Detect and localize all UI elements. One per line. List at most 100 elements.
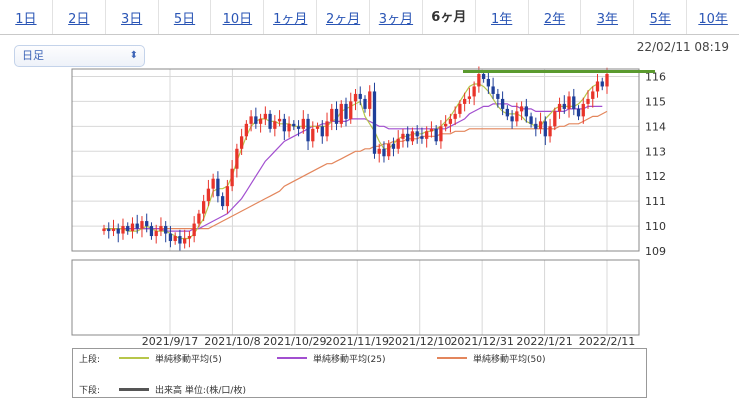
candle-body bbox=[211, 178, 215, 189]
tab-0[interactable]: 1日 bbox=[0, 0, 53, 34]
y-tick-label: 112 bbox=[645, 170, 666, 183]
legend-volume: 出来高 単位:(株/口/枚) bbox=[155, 385, 246, 396]
candle-body bbox=[159, 226, 163, 232]
candle-body bbox=[334, 108, 339, 124]
candle-body bbox=[358, 93, 362, 99]
candle-body bbox=[126, 226, 130, 232]
candle-body bbox=[254, 116, 258, 124]
candle-body bbox=[524, 106, 528, 117]
candle-body bbox=[216, 178, 220, 197]
candle-body bbox=[586, 98, 590, 104]
tab-4[interactable]: 10日 bbox=[211, 0, 265, 34]
candle-body bbox=[401, 133, 405, 139]
x-tick-label: 2022/1/21 bbox=[516, 335, 572, 348]
candle-body bbox=[244, 123, 249, 137]
legend-ma25-swatch bbox=[277, 357, 307, 359]
legend-upper-label: 上段: bbox=[79, 354, 101, 365]
candle-body bbox=[600, 81, 604, 87]
candle-body bbox=[505, 108, 509, 117]
candle-body bbox=[486, 78, 491, 87]
candle-body bbox=[178, 236, 182, 244]
candle-body bbox=[434, 128, 438, 142]
candle-body bbox=[306, 118, 310, 142]
ma25-line bbox=[104, 103, 603, 232]
candle-body bbox=[130, 223, 135, 232]
candle-body bbox=[268, 113, 272, 129]
candle-body bbox=[562, 103, 566, 109]
candle-body bbox=[472, 86, 476, 97]
candle-body bbox=[429, 128, 434, 132]
period-select[interactable]: 日足 ⬍ bbox=[14, 45, 145, 67]
candle-body bbox=[135, 223, 139, 229]
candle-body bbox=[462, 98, 467, 104]
candle-body bbox=[410, 131, 415, 142]
candle-body bbox=[548, 126, 552, 137]
tab-9[interactable]: 1年 bbox=[475, 0, 529, 34]
candle-body bbox=[425, 131, 429, 139]
candle-body bbox=[491, 86, 495, 94]
candle-body bbox=[529, 116, 533, 124]
candle-body bbox=[453, 113, 457, 119]
candle-body bbox=[481, 73, 486, 79]
candle-body bbox=[192, 223, 196, 237]
candle-body bbox=[396, 138, 400, 149]
tab-10[interactable]: 2年 bbox=[528, 0, 582, 34]
candle-body bbox=[543, 121, 547, 137]
candle-body bbox=[296, 126, 301, 129]
candle-body bbox=[206, 188, 211, 202]
candle-body bbox=[315, 126, 320, 129]
x-tick-label: 2021/11/19 bbox=[326, 335, 389, 348]
y-tick-label: 110 bbox=[645, 220, 666, 233]
tab-11[interactable]: 3年 bbox=[581, 0, 635, 34]
y-tick-label: 116 bbox=[645, 70, 666, 83]
candle-body bbox=[477, 73, 481, 87]
tab-2[interactable]: 3日 bbox=[105, 0, 159, 34]
tab-6[interactable]: 2ヶ月 bbox=[317, 0, 371, 34]
tab-3[interactable]: 5日 bbox=[158, 0, 212, 34]
candle-body bbox=[311, 128, 315, 142]
candle-body bbox=[102, 228, 106, 232]
candle-body bbox=[202, 201, 206, 214]
candle-body bbox=[173, 236, 177, 242]
candle-body bbox=[515, 111, 519, 122]
candle-body bbox=[149, 226, 154, 237]
candle-body bbox=[572, 96, 576, 109]
candle-body bbox=[154, 231, 158, 237]
legend-ma50-swatch bbox=[437, 357, 467, 359]
tab-8[interactable]: 6ヶ月 bbox=[422, 0, 476, 34]
candle-body bbox=[439, 126, 443, 142]
candle-body bbox=[111, 228, 116, 232]
candle-body bbox=[225, 186, 230, 207]
candle-body bbox=[353, 93, 358, 102]
tab-1[interactable]: 2日 bbox=[52, 0, 106, 34]
period-tabs: 1日 2日 3日 5日 10日 1ヶ月 2ヶ月 3ヶ月 6ヶ月 1年 2年 3年 5年 10年 bbox=[0, 0, 739, 35]
tab-13[interactable]: 10年 bbox=[687, 0, 739, 34]
candle-body bbox=[107, 228, 111, 232]
tab-7[interactable]: 3ヶ月 bbox=[370, 0, 423, 34]
candle-body bbox=[168, 233, 173, 242]
chevron-up-down-icon: ⬍ bbox=[129, 50, 138, 61]
timestamp: 22/02/11 08:19 bbox=[636, 40, 729, 54]
candle-body bbox=[292, 123, 296, 127]
tab-5[interactable]: 1ヶ月 bbox=[264, 0, 318, 34]
candle-body bbox=[391, 143, 396, 149]
candle-body bbox=[277, 118, 282, 122]
candle-body bbox=[377, 148, 381, 154]
x-tick-label: 2021/10/29 bbox=[263, 335, 326, 348]
y-tick-label: 114 bbox=[645, 120, 666, 133]
candle-body bbox=[538, 121, 543, 129]
candle-body bbox=[510, 116, 514, 122]
tab-12[interactable]: 5年 bbox=[634, 0, 688, 34]
candle-body bbox=[183, 238, 187, 244]
lower-panel-frame bbox=[71, 259, 640, 336]
candle-body bbox=[605, 73, 609, 87]
candle-body bbox=[258, 118, 263, 124]
ma50-line bbox=[104, 110, 608, 230]
candle-body bbox=[349, 101, 353, 119]
candle-body bbox=[287, 123, 291, 132]
candle-body bbox=[239, 136, 244, 149]
candle-body bbox=[235, 148, 239, 169]
candle-body bbox=[519, 106, 524, 112]
candle-body bbox=[197, 213, 201, 224]
x-tick-label: 2021/12/10 bbox=[388, 335, 451, 348]
